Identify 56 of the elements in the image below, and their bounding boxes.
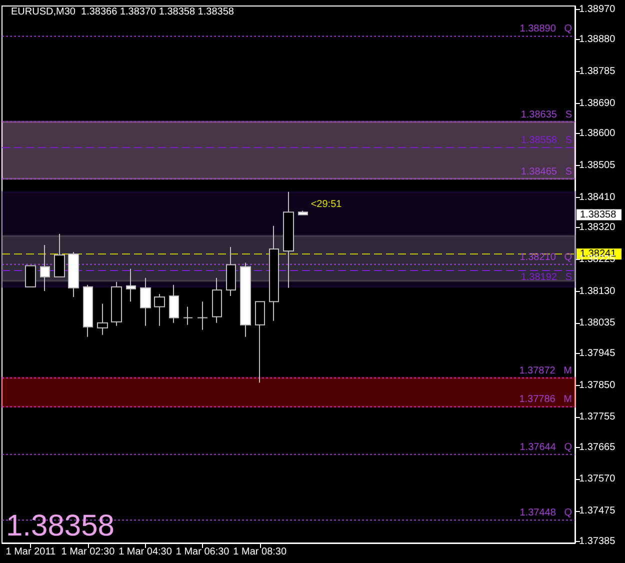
y-tick-label: 1.37850 bbox=[579, 380, 616, 391]
annotation: 1.38358 bbox=[6, 510, 114, 542]
candlestick bbox=[83, 284, 93, 338]
candlestick bbox=[111, 281, 122, 326]
candlestick bbox=[140, 277, 151, 326]
candlestick bbox=[25, 265, 36, 288]
y-tick-label: 1.38130 bbox=[579, 286, 616, 297]
candlestick bbox=[255, 301, 265, 384]
y-tick-label: 1.38505 bbox=[579, 160, 616, 171]
ref-line-label: 1.37872 M bbox=[519, 365, 572, 376]
candlestick bbox=[226, 246, 236, 296]
y-tick-label: 1.37665 bbox=[579, 442, 616, 453]
y-tick-label: 1.38690 bbox=[579, 98, 616, 109]
y-tick-label: 1.37570 bbox=[579, 474, 616, 485]
candlestick bbox=[240, 262, 251, 338]
y-tick-label: 1.38035 bbox=[579, 318, 616, 329]
ref-line-label: 1.38635 S bbox=[520, 109, 572, 120]
annotation: <29:51 bbox=[310, 199, 342, 210]
y-tick-label: 1.37475 bbox=[579, 506, 616, 517]
y-tick-label: 1.38970 bbox=[579, 4, 616, 15]
candlestick bbox=[269, 225, 279, 322]
ref-line-label: 1.37644 Q bbox=[520, 442, 572, 453]
y-tick-label: 1.38410 bbox=[579, 192, 616, 203]
chart-title: EURUSD,M30 1.38366 1.38370 1.38358 1.38358 bbox=[11, 6, 234, 18]
text: 1.38358 bbox=[580, 209, 617, 220]
x-tick-label: 1 Mar 08:30 bbox=[233, 546, 287, 558]
y-tick-label: 1.38785 bbox=[579, 66, 616, 77]
candlestick bbox=[197, 301, 208, 330]
x-tick-label: 1 Mar 2011 bbox=[6, 546, 56, 558]
candlestick bbox=[126, 268, 136, 302]
y-tick-label: 1.37385 bbox=[579, 536, 616, 547]
y-tick-label: 1.37945 bbox=[579, 348, 616, 359]
ref-line-label: 1.38465 S bbox=[520, 166, 572, 178]
x-tick-label: 1 Mar 04:30 bbox=[118, 546, 172, 558]
y-tick-label: 1.38600 bbox=[579, 128, 616, 140]
y-tick-label: 1.37755 bbox=[579, 412, 616, 423]
ref-line-label: 1.38558 S bbox=[520, 135, 572, 146]
candlestick bbox=[212, 277, 222, 324]
candlestick bbox=[154, 293, 165, 326]
ref-line-label: 1.38210 Q bbox=[520, 252, 572, 263]
ref-line-label: 1.38192 S bbox=[520, 272, 572, 283]
candlestick bbox=[283, 191, 294, 288]
candlestick bbox=[298, 210, 308, 216]
ref-line-label: 1.37448 Q bbox=[520, 508, 572, 519]
candlestick bbox=[183, 306, 193, 326]
y-tick-label: 1.38880 bbox=[579, 34, 616, 46]
y-tick-label: 1.38320 bbox=[579, 222, 616, 234]
candlestick bbox=[68, 252, 79, 298]
candlestick bbox=[97, 303, 108, 336]
x-tick-label: 1 Mar 06:30 bbox=[176, 546, 230, 558]
candlestick bbox=[169, 284, 179, 324]
ref-line-label: 1.38890 Q bbox=[520, 24, 572, 35]
candlestick bbox=[54, 233, 65, 278]
candlestick bbox=[40, 244, 50, 292]
x-tick-label: 1 Mar 02:30 bbox=[61, 546, 116, 558]
ref-line-label: 1.37786 M bbox=[519, 394, 572, 406]
